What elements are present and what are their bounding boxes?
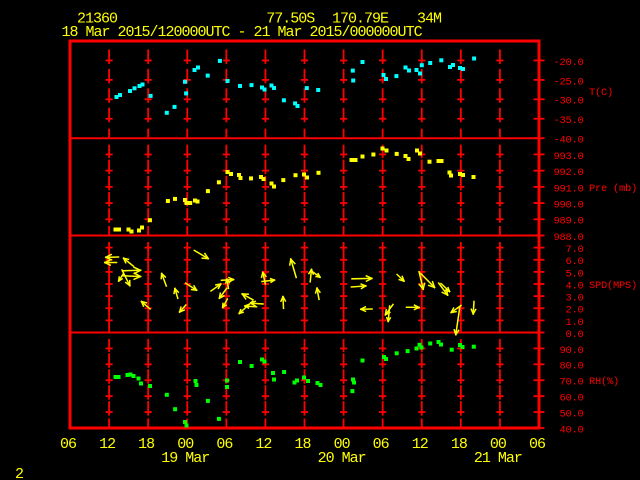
svg-text:170.79E: 170.79E [332,11,389,28]
svg-text:18: 18 [295,436,312,453]
svg-text:50.0: 50.0 [560,408,584,420]
svg-text:18: 18 [138,436,155,453]
svg-text:RH(%): RH(%) [589,376,619,388]
svg-text:-30.0: -30.0 [554,96,584,108]
svg-text:7.0: 7.0 [566,244,584,256]
svg-text:-40.0: -40.0 [554,135,584,147]
svg-text:12: 12 [255,436,271,453]
svg-text:60.0: 60.0 [560,393,584,405]
svg-text:5.0: 5.0 [566,268,584,280]
svg-text:40.0: 40.0 [560,424,584,436]
svg-text:2.0: 2.0 [566,305,584,317]
svg-text:20 Mar: 20 Mar [318,450,366,467]
svg-text:-25.0: -25.0 [554,76,584,88]
svg-text:-20.0: -20.0 [554,57,584,69]
svg-text:Pre (mb): Pre (mb) [589,183,637,195]
svg-text:21 Mar: 21 Mar [474,450,522,467]
svg-text:06: 06 [529,436,546,453]
svg-text:77.50S: 77.50S [266,11,315,28]
svg-text:12: 12 [412,436,428,453]
svg-text:1.0: 1.0 [566,317,584,329]
svg-text:T(C): T(C) [589,87,613,99]
svg-text:06: 06 [60,436,77,453]
svg-text:19 Mar: 19 Mar [161,450,209,467]
svg-text:00: 00 [334,436,351,453]
svg-text:SPD(MPS): SPD(MPS) [589,280,637,292]
svg-text:4.0: 4.0 [566,280,584,292]
svg-text:00: 00 [490,436,507,453]
svg-text:988.0: 988.0 [554,232,584,244]
svg-text:6.0: 6.0 [566,256,584,268]
svg-text:989.0: 989.0 [554,216,584,228]
svg-text:06: 06 [373,436,390,453]
svg-text:12: 12 [99,436,115,453]
svg-text:2: 2 [15,466,23,480]
svg-text:90.0: 90.0 [560,345,584,357]
svg-text:21360: 21360 [77,11,118,28]
svg-text:-35.0: -35.0 [554,115,584,127]
svg-text:18 Mar 2015/120000UTC - 21 Mar: 18 Mar 2015/120000UTC - 21 Mar 2015/0000… [62,24,423,41]
svg-text:0.0: 0.0 [566,329,584,341]
svg-text:3.0: 3.0 [566,293,584,305]
svg-text:18: 18 [451,436,468,453]
svg-text:00: 00 [177,436,194,453]
svg-text:991.0: 991.0 [554,183,584,195]
svg-text:990.0: 990.0 [554,199,584,211]
svg-text:34M: 34M [417,11,442,28]
svg-text:992.0: 992.0 [554,167,584,179]
svg-text:80.0: 80.0 [560,361,584,373]
svg-text:993.0: 993.0 [554,151,584,163]
svg-text:70.0: 70.0 [560,377,584,389]
svg-text:06: 06 [216,436,233,453]
